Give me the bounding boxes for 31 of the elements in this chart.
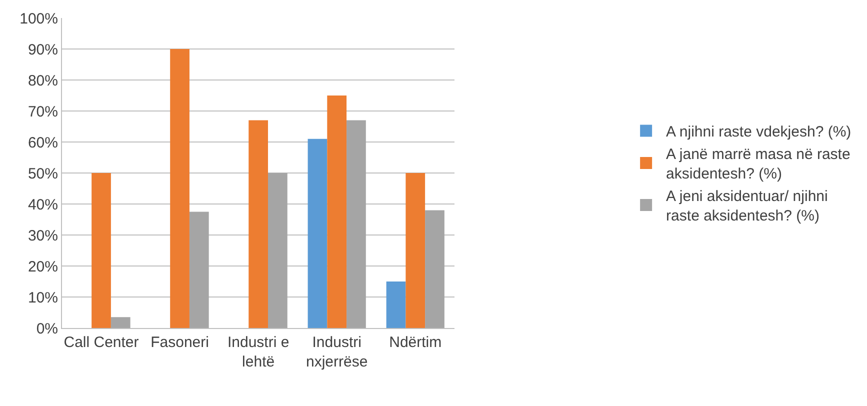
- bar: [386, 282, 406, 328]
- x-tick-label: Ndërtim: [389, 334, 442, 351]
- bar: [425, 210, 444, 328]
- bar: [248, 120, 268, 328]
- y-tick-label: 70%: [28, 103, 58, 120]
- y-tick-label: 60%: [28, 134, 58, 152]
- bar: [327, 96, 347, 328]
- y-tick-label: 90%: [28, 41, 58, 58]
- y-tick-label: 20%: [28, 258, 58, 276]
- bar: [346, 120, 366, 328]
- y-tick-label: 100%: [20, 10, 58, 28]
- y-tick-label: 30%: [28, 227, 58, 244]
- x-tick-label: Call Center: [64, 334, 139, 351]
- bar: [92, 173, 111, 328]
- legend-label: A njihni raste vdekjesh? (%): [666, 124, 852, 141]
- bar: [110, 317, 130, 328]
- y-tick-label: 10%: [28, 289, 58, 306]
- bar: [406, 173, 426, 328]
- y-tick-label: 50%: [28, 165, 58, 182]
- bar: [268, 173, 288, 328]
- y-tick-label: 80%: [28, 72, 58, 90]
- bar: [170, 49, 190, 328]
- x-tick-label: Industri nxjerrëse: [306, 334, 368, 370]
- legend-label: A janë marrë masa në raste aksidentesh? (%): [666, 146, 850, 183]
- legend-label: A jeni aksidentuar/ njihni raste aksidentesh? (%): [666, 188, 828, 225]
- x-tick-label: Fasoneri: [150, 334, 209, 351]
- y-tick-label: 0%: [36, 320, 58, 338]
- y-tick-label: 40%: [28, 196, 58, 214]
- bar: [189, 212, 209, 328]
- bar: [308, 138, 328, 328]
- x-tick-label: Industri e lehtë: [227, 334, 290, 370]
